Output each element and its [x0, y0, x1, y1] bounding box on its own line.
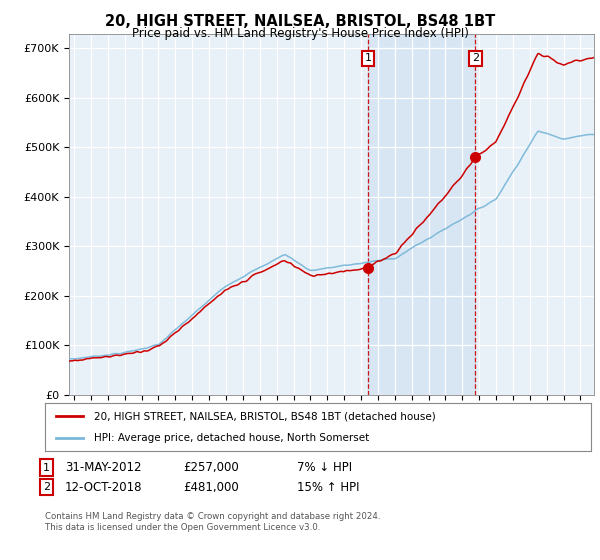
Text: 2: 2: [43, 482, 50, 492]
Text: HPI: Average price, detached house, North Somerset: HPI: Average price, detached house, Nort…: [94, 433, 370, 443]
Text: £481,000: £481,000: [183, 480, 239, 494]
Text: 31-MAY-2012: 31-MAY-2012: [65, 461, 142, 474]
Text: 2: 2: [472, 53, 479, 63]
Text: 1: 1: [43, 463, 50, 473]
Text: 7% ↓ HPI: 7% ↓ HPI: [297, 461, 352, 474]
Text: 15% ↑ HPI: 15% ↑ HPI: [297, 480, 359, 494]
Text: 1: 1: [365, 53, 371, 63]
Bar: [368, 34, 475, 395]
Text: £257,000: £257,000: [183, 461, 239, 474]
Text: Price paid vs. HM Land Registry's House Price Index (HPI): Price paid vs. HM Land Registry's House …: [131, 27, 469, 40]
Text: 20, HIGH STREET, NAILSEA, BRISTOL, BS48 1BT (detached house): 20, HIGH STREET, NAILSEA, BRISTOL, BS48 …: [94, 411, 436, 421]
Text: Contains HM Land Registry data © Crown copyright and database right 2024.
This d: Contains HM Land Registry data © Crown c…: [45, 512, 380, 532]
Text: 12-OCT-2018: 12-OCT-2018: [65, 480, 142, 494]
Text: 20, HIGH STREET, NAILSEA, BRISTOL, BS48 1BT: 20, HIGH STREET, NAILSEA, BRISTOL, BS48 …: [105, 14, 495, 29]
